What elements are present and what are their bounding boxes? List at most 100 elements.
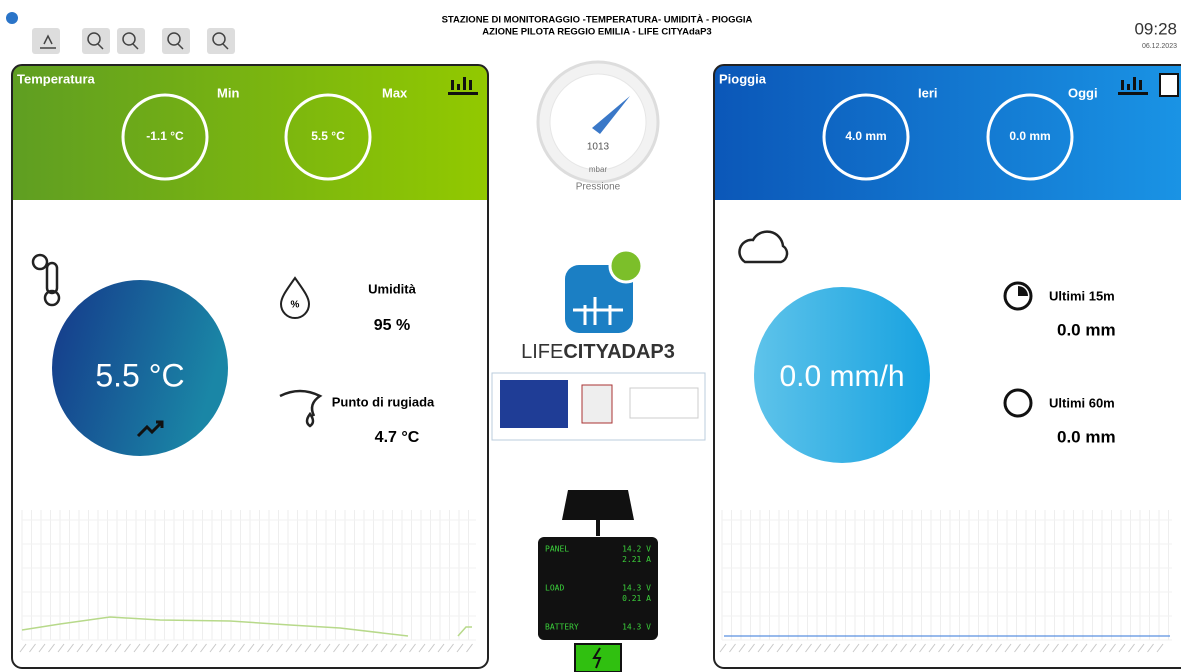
x-tick-stub xyxy=(1062,644,1068,652)
max-value: 5.5 °C xyxy=(311,129,345,143)
x-tick-stub xyxy=(815,644,821,652)
humidity-icon xyxy=(281,278,309,318)
x-tick-stub xyxy=(220,644,226,652)
x-tick-stub xyxy=(467,644,473,652)
reading-label: LOAD xyxy=(545,584,564,593)
x-tick-stub xyxy=(1119,644,1125,652)
x-tick-stub xyxy=(787,644,793,652)
app-icon[interactable] xyxy=(6,12,18,24)
zoom-in-button[interactable] xyxy=(82,28,110,54)
x-tick-stub xyxy=(96,644,102,652)
clock-60-icon xyxy=(1005,390,1031,416)
x-tick-stub xyxy=(201,644,207,652)
x-tick-stub xyxy=(891,644,897,652)
pressure-label: Pressione xyxy=(576,182,621,193)
logo-prefix: LIFE xyxy=(521,341,563,363)
last15-value: 0.0 mm xyxy=(1057,320,1116,339)
x-tick-stub xyxy=(1043,644,1049,652)
humidity-label: Umidità xyxy=(368,281,416,296)
reading-value: 14.3 V xyxy=(622,623,651,632)
x-tick-stub xyxy=(68,644,74,652)
humidity-icon-text: % xyxy=(291,300,300,311)
x-tick-stub xyxy=(910,644,916,652)
x-tick-stub xyxy=(296,644,302,652)
x-tick-stub xyxy=(1024,644,1030,652)
dashboard: STAZIONE DI MONITORAGGIO -TEMPERATURA- U… xyxy=(0,0,1181,672)
x-tick-stub xyxy=(1129,644,1135,652)
x-tick-stub xyxy=(49,644,55,652)
last15-label: Ultimi 15m xyxy=(1049,288,1115,303)
x-tick-stub xyxy=(419,644,425,652)
reading-value: 14.2 V xyxy=(622,545,651,554)
logo-text: LIFECITYADAP3 xyxy=(521,341,675,363)
zoom-reset-button[interactable] xyxy=(207,28,235,54)
reading-label: BATTERY xyxy=(545,623,579,632)
x-tick-stub xyxy=(381,644,387,652)
x-tick-stub xyxy=(1110,644,1116,652)
x-tick-stub xyxy=(144,644,150,652)
x-tick-stub xyxy=(163,644,169,652)
x-tick-stub xyxy=(258,644,264,652)
min-value: -1.1 °C xyxy=(146,129,184,143)
toolbar xyxy=(32,28,235,54)
last60-value: 0.0 mm xyxy=(1057,427,1116,446)
rain-icon xyxy=(739,232,787,262)
x-tick-stub xyxy=(996,644,1002,652)
x-tick-stub xyxy=(1157,644,1163,652)
dew-label: Punto di rugiada xyxy=(332,394,435,409)
x-tick-stub xyxy=(239,644,245,652)
rain-rate: 0.0 mm/h xyxy=(779,360,904,393)
report-button[interactable] xyxy=(1160,74,1178,96)
x-tick-stub xyxy=(372,644,378,652)
x-tick-stub xyxy=(863,644,869,652)
x-tick-stub xyxy=(277,644,283,652)
x-tick-stub xyxy=(1138,644,1144,652)
x-tick-stub xyxy=(210,644,216,652)
x-tick-stub xyxy=(229,644,235,652)
gauge-face xyxy=(550,74,646,170)
x-tick-stub xyxy=(749,644,755,652)
x-tick-stub xyxy=(882,644,888,652)
x-tick-stub xyxy=(172,644,178,652)
x-tick-stub xyxy=(362,644,368,652)
zoom-out-button[interactable] xyxy=(117,28,145,54)
x-tick-stub xyxy=(967,644,973,652)
x-tick-stub xyxy=(30,644,36,652)
zoom-button[interactable] xyxy=(162,28,190,54)
x-tick-stub xyxy=(872,644,878,652)
today-value: 0.0 mm xyxy=(1009,129,1050,143)
x-tick-stub xyxy=(391,644,397,652)
x-tick-stub xyxy=(796,644,802,652)
temperature-chart xyxy=(20,510,476,652)
x-tick-stub xyxy=(438,644,444,652)
x-tick-stub xyxy=(1091,644,1097,652)
x-tick-stub xyxy=(986,644,992,652)
date: 06.12.2023 xyxy=(1142,43,1177,50)
x-tick-stub xyxy=(429,644,435,652)
x-tick-stub xyxy=(39,644,45,652)
temperature-line xyxy=(22,617,472,636)
x-tick-stub xyxy=(87,644,93,652)
last60-label: Ultimi 60m xyxy=(1049,395,1115,410)
x-tick-stub xyxy=(305,644,311,652)
x-tick-stub xyxy=(958,644,964,652)
x-tick-stub xyxy=(134,644,140,652)
x-tick-stub xyxy=(182,644,188,652)
x-tick-stub xyxy=(20,644,26,652)
x-tick-stub xyxy=(977,644,983,652)
x-tick-stub xyxy=(448,644,454,652)
x-tick-stub xyxy=(948,644,954,652)
x-tick-stub xyxy=(1005,644,1011,652)
x-tick-stub xyxy=(248,644,254,652)
x-tick-stub xyxy=(1053,644,1059,652)
reading-label: PANEL xyxy=(545,545,569,554)
humidity-value: 95 % xyxy=(374,317,410,334)
dew-icon xyxy=(280,391,320,426)
temperature-current: 5.5 °C xyxy=(95,357,184,393)
x-tick-stub xyxy=(106,644,112,652)
x-tick-stub xyxy=(901,644,907,652)
x-tick-stub xyxy=(115,644,121,652)
yesterday-value: 4.0 mm xyxy=(845,129,886,143)
thermometer-icon xyxy=(33,255,59,305)
today-label: Oggi xyxy=(1068,85,1098,100)
